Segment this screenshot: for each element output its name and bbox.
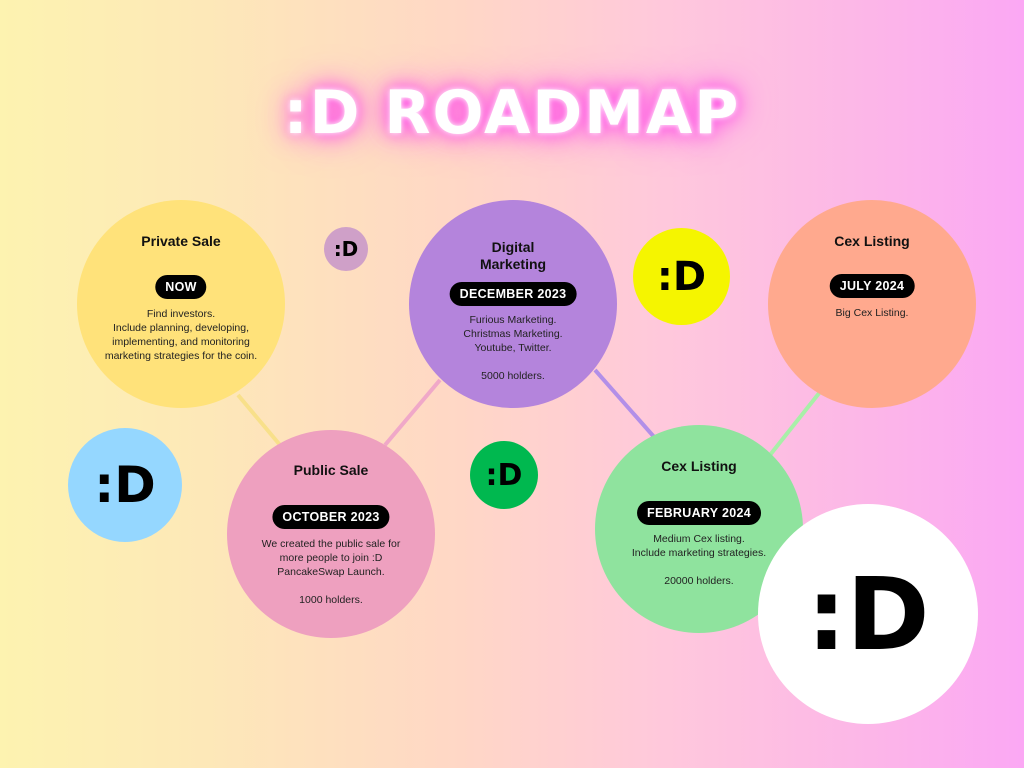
milestone-public-sale: Public Sale OCTOBER 2023 We created the … (227, 430, 435, 638)
milestone-heading: Public Sale (293, 462, 369, 478)
milestone-description: Big Cex Listing. (835, 307, 909, 319)
milestone-description: Medium Cex listing. Include marketing st… (631, 533, 767, 587)
connector-public-digital (383, 378, 442, 447)
smiley-logo-blue: :D (68, 428, 182, 542)
milestone-date-badge: FEBRUARY 2024 (637, 501, 761, 525)
connector-digital-cex-feb (593, 368, 657, 440)
milestone-heading: Digital Marketing (479, 239, 547, 272)
smiley-logo-small-mauve: :D (324, 227, 368, 271)
smiley-logo-large-white: :D (758, 504, 978, 724)
connector-private-public (236, 393, 282, 447)
milestone-date-badge: JULY 2024 (829, 274, 915, 298)
connector-cex-feb-cex-july (768, 390, 822, 457)
milestone-private-sale: Private Sale NOW Find investors. Include… (77, 200, 285, 408)
milestone-date-badge: DECEMBER 2023 (449, 282, 577, 306)
smiley-logo-yellow: :D (633, 228, 730, 325)
milestone-description: Furious Marketing. Christmas Marketing. … (463, 314, 563, 382)
page-title: :D ROADMAP (283, 78, 741, 148)
milestone-heading: Cex Listing (661, 458, 737, 474)
milestone-description: Find investors. Include planning, develo… (104, 308, 258, 362)
milestone-date-badge: NOW (155, 275, 207, 299)
milestone-cex-listing-july: Cex Listing JULY 2024 Big Cex Listing. (768, 200, 976, 408)
milestone-date-badge: OCTOBER 2023 (272, 505, 390, 529)
milestone-description: We created the public sale for more peop… (261, 538, 401, 606)
milestone-heading: Cex Listing (834, 233, 910, 249)
smiley-logo-green: :D (470, 441, 538, 509)
milestone-digital-marketing: Digital Marketing DECEMBER 2023 Furious … (409, 200, 617, 408)
milestone-heading: Private Sale (141, 233, 221, 249)
